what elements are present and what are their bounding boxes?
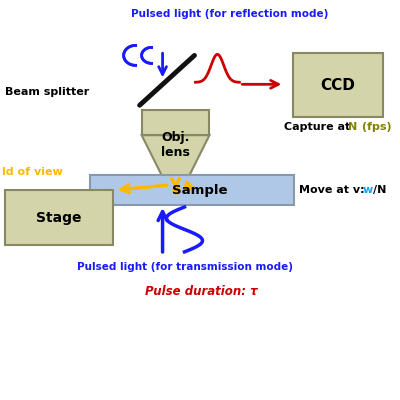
Text: ld of view: ld of view — [2, 167, 63, 177]
Polygon shape — [142, 135, 210, 185]
Text: CCD: CCD — [321, 78, 356, 93]
Bar — [90, 175, 294, 205]
Text: N: N — [348, 122, 357, 132]
Text: w: w — [363, 185, 373, 195]
Text: Pulsed light (for transmission mode): Pulsed light (for transmission mode) — [76, 262, 292, 272]
Bar — [5, 190, 113, 245]
Text: Sample: Sample — [172, 184, 227, 196]
Text: Move at v:: Move at v: — [299, 185, 369, 195]
Text: Beam splitter: Beam splitter — [5, 87, 89, 97]
Text: Pulsed light (for reflection mode): Pulsed light (for reflection mode) — [131, 8, 328, 18]
Text: Stage: Stage — [36, 211, 82, 225]
Text: Capture at: Capture at — [284, 122, 354, 132]
FancyBboxPatch shape — [293, 53, 383, 117]
Text: Pulse duration: τ: Pulse duration: τ — [145, 285, 257, 298]
Text: /N: /N — [373, 185, 386, 195]
Text: Obj.
lens: Obj. lens — [161, 131, 190, 159]
Polygon shape — [142, 110, 210, 135]
Text: (fps): (fps) — [358, 122, 392, 132]
